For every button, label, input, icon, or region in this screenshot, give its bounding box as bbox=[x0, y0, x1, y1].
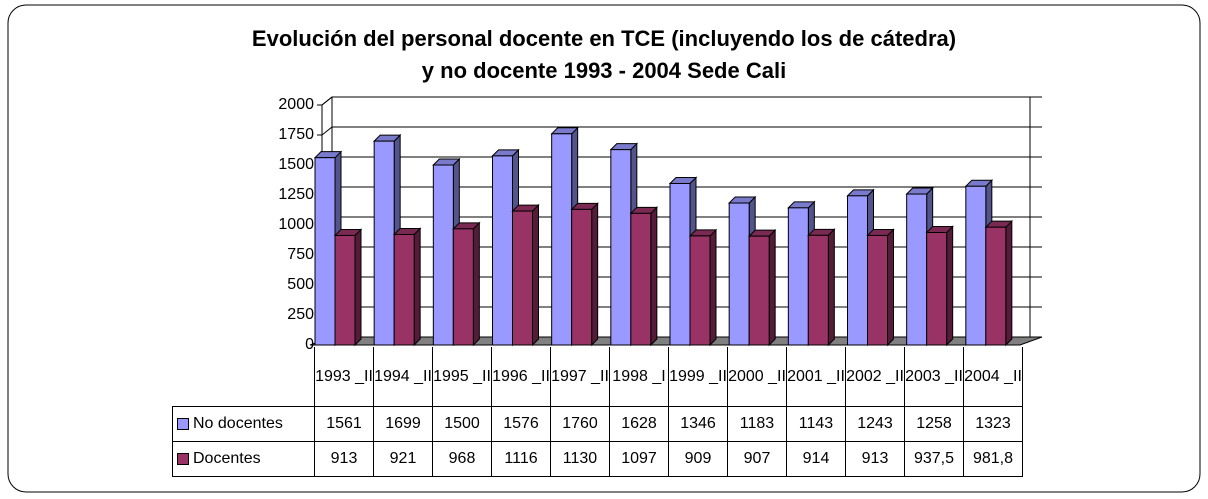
chart-subtitle: y no docente 1993 - 2004 Sede Cali bbox=[422, 58, 786, 83]
y-tick-label: 1000 bbox=[278, 216, 314, 233]
data-label: 1346 bbox=[668, 406, 728, 442]
bar bbox=[512, 210, 533, 346]
x-tick-label: 1999 _II bbox=[668, 347, 728, 407]
y-tick-label: 1250 bbox=[278, 186, 314, 203]
data-label: 1097 bbox=[609, 441, 669, 477]
bar-side bbox=[650, 206, 658, 347]
legend-swatch bbox=[177, 452, 189, 465]
bar-side bbox=[354, 228, 362, 347]
y-tick-label: 250 bbox=[287, 306, 314, 323]
bar-side bbox=[532, 203, 539, 347]
legend-entry: No docentes bbox=[172, 406, 315, 442]
legend-label: No docentes bbox=[193, 415, 283, 432]
data-label: 921 bbox=[373, 441, 433, 477]
y-tick-label: 750 bbox=[287, 246, 314, 263]
bar bbox=[432, 164, 454, 346]
data-table: 1993 _II 1994 _II 1995 _II 1996 _II 1997 _II… bbox=[172, 347, 1023, 477]
bar bbox=[728, 202, 750, 346]
x-tick-label: 2000 _II bbox=[727, 347, 787, 407]
x-tick-label: 1997 _II bbox=[550, 347, 610, 407]
bar bbox=[748, 235, 770, 346]
data-label: 1628 bbox=[609, 406, 669, 442]
bar bbox=[334, 234, 356, 346]
bar bbox=[689, 235, 711, 346]
series-row: Docentes 913 921 968 1116 1130 1097 909 907 914 91… bbox=[172, 441, 1023, 477]
x-tick-label: 2004 _II bbox=[963, 347, 1023, 407]
bar-side bbox=[887, 228, 894, 347]
bar bbox=[847, 195, 868, 346]
bar bbox=[630, 212, 652, 346]
x-tick-label: 2001 _II bbox=[786, 347, 846, 407]
bar-side bbox=[1005, 219, 1013, 347]
x-tick-label: 2002 _II bbox=[845, 347, 905, 407]
x-tick-label: 1993 _II bbox=[314, 347, 374, 407]
grid-depth bbox=[321, 96, 333, 106]
data-label: 913 bbox=[314, 441, 374, 477]
data-label: 913 bbox=[845, 441, 905, 477]
bar bbox=[807, 234, 829, 346]
x-tick-label: 1996 _II bbox=[491, 347, 551, 407]
bar bbox=[393, 233, 415, 346]
bar bbox=[926, 232, 948, 346]
grid-depth bbox=[321, 126, 333, 136]
data-label: 1243 bbox=[845, 406, 905, 442]
bar-side bbox=[827, 228, 835, 347]
x-tick-label: 2003 _II bbox=[904, 347, 964, 407]
bar-side bbox=[946, 225, 954, 347]
bar-side bbox=[591, 202, 599, 347]
bar bbox=[314, 157, 336, 346]
blank-cell bbox=[173, 347, 315, 407]
bar bbox=[373, 140, 395, 346]
data-label: 1258 bbox=[904, 406, 964, 442]
bar bbox=[452, 228, 474, 346]
data-label: 1561 bbox=[314, 406, 374, 442]
series-row: No docentes 1561 1699 1500 1576 1760 1628 1346 1… bbox=[172, 406, 1023, 442]
y-tick-label: 0 bbox=[305, 336, 314, 353]
data-label: 1576 bbox=[491, 406, 551, 442]
bar bbox=[551, 133, 573, 346]
data-label: 1699 bbox=[373, 406, 433, 442]
data-label: 1760 bbox=[550, 406, 610, 442]
bar bbox=[867, 234, 888, 346]
bar-side bbox=[768, 228, 776, 347]
data-label: 1323 bbox=[963, 406, 1023, 442]
bar-side bbox=[709, 228, 717, 347]
data-label: 937,5 bbox=[904, 441, 964, 477]
x-tick-label: 1998 _I bbox=[609, 347, 669, 407]
category-row: 1993 _II 1994 _II 1995 _II 1996 _II 1997 _II… bbox=[173, 347, 1023, 407]
data-label: 981,8 bbox=[963, 441, 1023, 477]
data-label: 907 bbox=[727, 441, 787, 477]
bar bbox=[985, 226, 1007, 346]
legend-entry: Docentes bbox=[172, 441, 315, 477]
chart-title: Evolución del personal docente en TCE (i… bbox=[252, 26, 956, 51]
data-label: 1116 bbox=[491, 441, 551, 477]
y-tick-label: 2000 bbox=[278, 96, 314, 113]
x-tick-label: 1995 _II bbox=[432, 347, 492, 407]
bar bbox=[906, 193, 928, 346]
data-label: 1130 bbox=[550, 441, 610, 477]
data-label: 914 bbox=[786, 441, 846, 477]
y-tick-label: 1750 bbox=[278, 126, 314, 143]
data-label: 1143 bbox=[786, 406, 846, 442]
bar-side bbox=[413, 227, 421, 347]
bar bbox=[492, 155, 513, 346]
data-label: 1500 bbox=[432, 406, 492, 442]
legend-label: Docentes bbox=[193, 450, 261, 467]
x-tick-label: 1994 _II bbox=[373, 347, 433, 407]
bar bbox=[571, 208, 593, 346]
bar-side bbox=[472, 221, 480, 347]
y-tick-label: 500 bbox=[287, 276, 314, 293]
data-label: 909 bbox=[668, 441, 728, 477]
data-label: 1183 bbox=[727, 406, 787, 442]
legend-swatch bbox=[177, 417, 189, 430]
y-tick-label: 1500 bbox=[278, 156, 314, 173]
data-label: 968 bbox=[432, 441, 492, 477]
bar bbox=[965, 185, 987, 346]
bar bbox=[669, 182, 691, 346]
bar bbox=[787, 207, 809, 346]
bar bbox=[610, 149, 632, 346]
